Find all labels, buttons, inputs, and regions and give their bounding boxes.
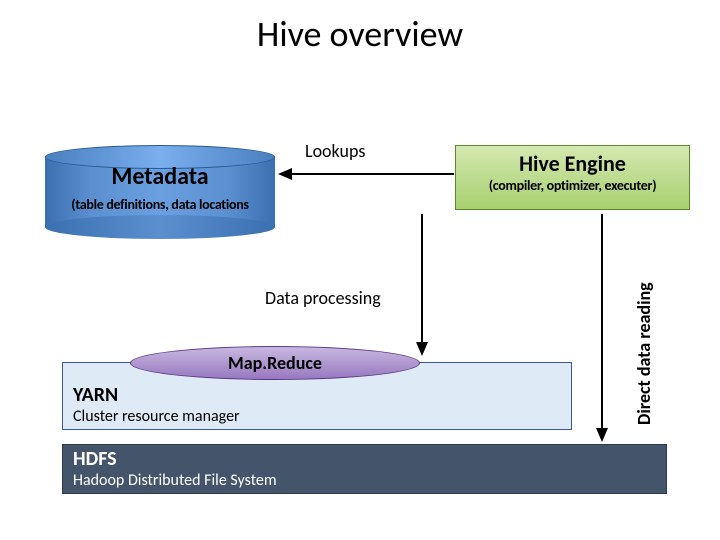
hdfs-subtitle: Hadoop Distributed File System [73,471,666,490]
yarn-subtitle: Cluster resource manager [73,407,571,426]
hive-engine-title: Hive Engine [456,150,689,177]
hdfs-box: HDFS Hadoop Distributed File System [62,444,667,494]
page-title: Hive overview [0,12,720,56]
hive-engine-box: Hive Engine (compiler, optimizer, execut… [455,145,690,210]
hdfs-title: HDFS [73,447,666,471]
mapreduce-ellipse: Map.Reduce [130,346,420,380]
data-processing-arrow [415,214,429,356]
metadata-label: Metadata [45,162,275,191]
yarn-title: YARN [73,383,571,407]
hive-engine-subtitle: (compiler, optimizer, executer) [456,177,689,194]
metadata-subtitle: (table definitions, data locations [45,196,275,213]
direct-data-reading-arrow [595,214,609,442]
cylinder-bottom [45,215,275,239]
direct-data-reading-label: Direct data reading [633,282,655,425]
metadata-cylinder [45,145,275,240]
lookups-label: Lookups [305,140,365,162]
data-processing-label: Data processing [265,287,381,309]
lookups-arrow [278,167,454,181]
